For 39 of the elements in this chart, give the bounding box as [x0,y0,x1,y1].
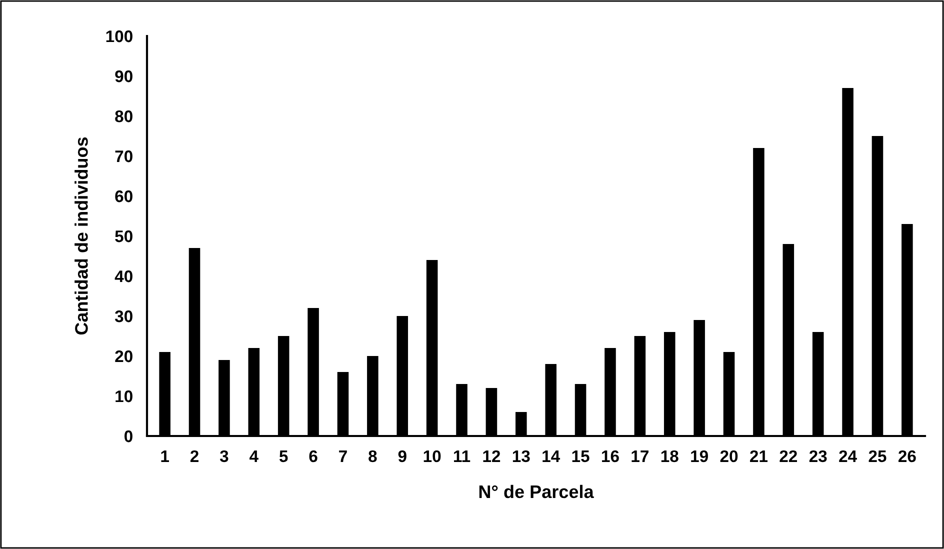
x-tick-label: 17 [632,450,648,462]
y-axis-title: Cantidad de individuos [74,137,88,335]
x-tick-label: 20 [720,450,738,462]
y-tick-label: 20 [115,350,132,362]
x-tick-label: 11 [454,450,470,462]
y-tick-label: 70 [115,150,132,162]
y-tick-label: 50 [115,230,132,242]
x-tick-label: 21 [750,450,768,462]
x-tick-label: 3 [220,450,228,462]
x-tick-label: 22 [780,450,798,462]
x-tick-label: 5 [279,450,288,462]
x-tick-label: 25 [868,450,886,462]
x-tick-label: 16 [602,450,619,462]
y-tick-label: 90 [115,70,132,82]
x-tick-label: 2 [190,450,198,462]
x-tick-label: 12 [483,450,500,462]
y-tick-label: 10 [116,390,132,402]
x-tick-label: 23 [809,450,827,462]
x-tick-label: 4 [250,450,258,462]
x-tick-label: 14 [542,450,560,462]
x-tick-label: 13 [512,450,530,462]
x-tick-label: 7 [339,450,347,462]
x-tick-label: 10 [424,450,441,462]
x-tick-label: 8 [368,450,377,462]
y-tick-label: 40 [114,270,132,282]
y-tick-label: 100 [106,30,132,42]
x-tick-label: 1 [161,450,169,462]
y-tick-label: 0 [124,430,132,442]
y-tick-label: 60 [115,190,132,202]
x-tick-label: 9 [398,450,406,462]
x-tick-label: 24 [839,450,857,462]
x-tick-label: 6 [309,450,318,462]
x-tick-label: 26 [898,450,916,462]
y-tick-label: 80 [115,110,132,122]
y-tick-label: 30 [114,310,132,322]
x-tick-label: 18 [661,450,678,462]
x-tick-label: 15 [572,450,590,462]
x-tick-label: 19 [691,450,708,462]
x-axis-title: N° de Parcela [479,484,594,498]
